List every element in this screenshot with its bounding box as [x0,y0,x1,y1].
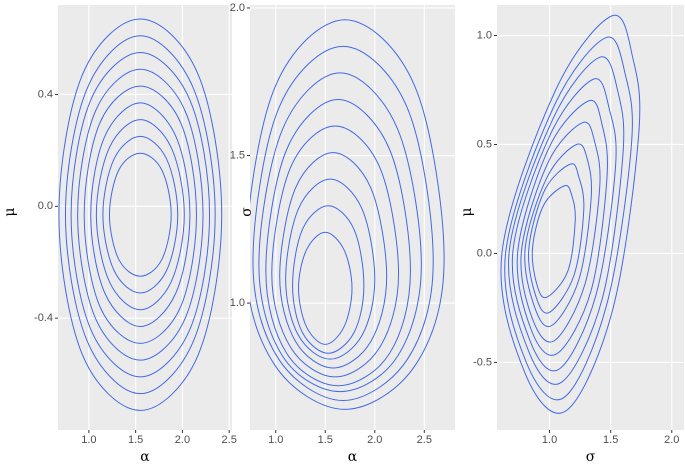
x-tick-label: 2.5 [222,434,237,446]
contour-line [508,56,625,385]
y-axis-label: μ [459,207,475,216]
x-tick-label: 1.0 [268,434,283,446]
y-axis-label: σ [239,207,255,217]
y-tick-label: -0.5 [473,356,492,368]
contour-line [528,163,585,314]
contour-line [265,98,411,387]
contour-line [108,152,172,277]
plot-background [497,5,684,430]
contour-line [83,85,197,344]
panel: 1.0 1.5 2.0 2.5 -0.4 0.0 0.4 α μ [2,5,237,465]
x-axis-label: α [140,449,150,465]
x-tick-label: 2.0 [175,434,190,446]
y-tick-label: 0.0 [38,200,53,212]
y-tick-label: 1.0 [477,29,492,41]
contours [500,14,641,414]
contour-line [271,125,400,378]
contour-line [500,14,641,414]
contour-line [58,18,223,411]
panel: 1.0 1.5 2.0 2.5 1.0 1.5 2.0 α σ [230,2,455,465]
contour-line [102,135,179,294]
x-axis-label: α [348,449,358,465]
y-tick-label: 0.0 [477,247,492,259]
y-tick-label: 1.5 [230,149,245,161]
x-tick-label: 2.5 [417,434,432,446]
contour-line [524,143,592,328]
x-tick-label: 1.5 [603,434,618,446]
contour-line [298,231,353,345]
contour-line [90,102,191,328]
contour-line [292,205,365,354]
contours [250,19,445,410]
contour-line [70,52,211,378]
contour-line [516,99,608,356]
contours [58,18,223,411]
x-tick-label: 1.0 [81,434,96,446]
x-tick-label: 1.5 [318,434,333,446]
contour-line [531,185,576,299]
y-tick-label: 0.5 [477,138,492,150]
contour-line [504,36,633,401]
contour-line [520,121,601,343]
y-tick-label: 1.0 [230,297,245,309]
y-tick-label: -0.4 [34,312,53,324]
y-tick-label: 2.0 [230,2,245,14]
y-axis-label: μ [2,207,18,216]
contour-line [279,152,388,369]
contour-line [258,72,422,393]
x-tick-label: 2.0 [367,434,382,446]
x-tick-label: 1.0 [542,434,557,446]
contour-line [250,19,445,410]
x-tick-label: 1.5 [128,434,143,446]
contour-line [77,68,204,361]
contour-line [95,119,185,311]
contour-line [252,45,434,401]
contour-line [285,178,376,360]
y-tick-label: 0.4 [38,88,53,100]
contour-line [64,35,216,395]
x-tick-label: 2.0 [664,434,679,446]
contour-line [511,78,617,372]
x-axis-label: σ [586,449,596,465]
panel: 1.0 1.5 2.0 -0.5 0.0 0.5 1.0 σ μ [459,5,684,465]
